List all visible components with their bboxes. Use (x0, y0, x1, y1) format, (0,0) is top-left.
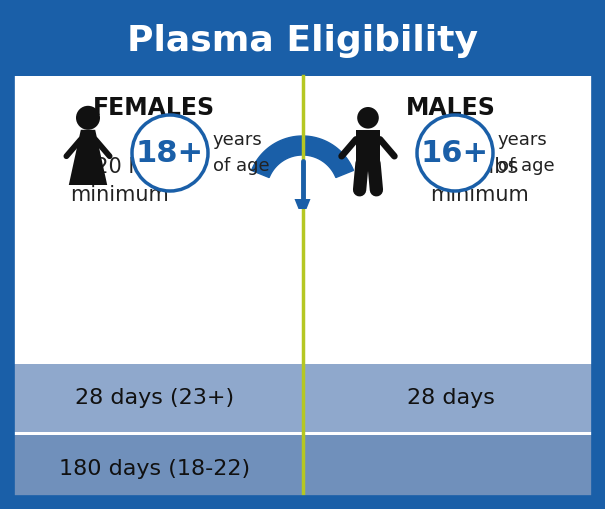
Bar (6, 364, 599, 432)
Circle shape (417, 115, 493, 191)
Polygon shape (295, 199, 310, 209)
Text: MALES: MALES (406, 96, 495, 120)
Polygon shape (69, 130, 107, 185)
Text: 18+: 18+ (136, 138, 204, 167)
Polygon shape (356, 130, 380, 163)
Bar (6, 6, 599, 76)
Text: 180 days (18-22): 180 days (18-22) (59, 459, 250, 479)
Bar (6, 435, 599, 503)
Text: Plasma Eligibility: Plasma Eligibility (127, 24, 478, 58)
Circle shape (76, 106, 100, 130)
Text: 28 days: 28 days (407, 388, 495, 408)
Text: years
of age: years of age (498, 131, 555, 175)
Bar (6, 361, 599, 364)
Text: 120 lbs
minimum: 120 lbs minimum (71, 157, 169, 205)
Polygon shape (252, 136, 353, 178)
Text: 120 lbs
minimum: 120 lbs minimum (431, 157, 529, 205)
Bar (6, 432, 599, 435)
Text: FEMALES: FEMALES (93, 96, 215, 120)
Text: years
of age: years of age (213, 131, 270, 175)
Text: 16+: 16+ (421, 138, 489, 167)
Bar (6, 76, 599, 361)
Circle shape (132, 115, 208, 191)
Circle shape (357, 107, 379, 129)
Text: 28 days (23+): 28 days (23+) (74, 388, 234, 408)
